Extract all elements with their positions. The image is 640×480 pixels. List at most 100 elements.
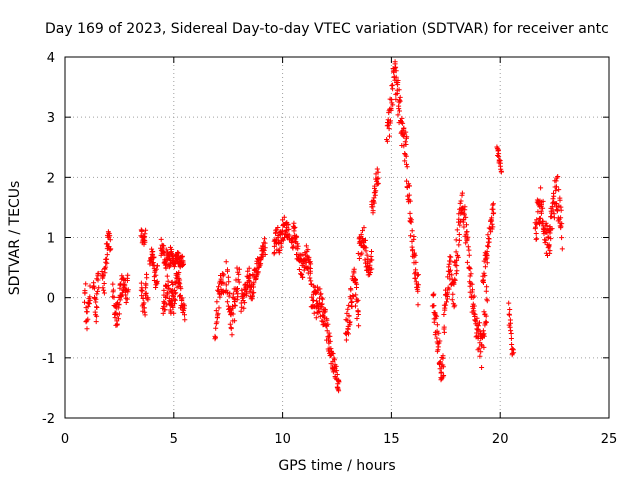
data-point [319,301,325,307]
data-point [138,280,144,286]
data-point [84,326,90,332]
data-point [290,243,296,249]
y-tick-label: 4 [47,51,55,66]
data-point [145,295,151,301]
data-point [490,206,496,212]
data-point [548,236,554,242]
data-point [351,266,357,272]
data-point [371,200,377,206]
data-point [281,214,287,220]
data-point [412,275,418,281]
x-tick-label: 5 [170,432,178,447]
data-point [87,297,93,303]
data-point [166,285,172,291]
data-point [415,302,421,308]
data-point [486,236,492,241]
data-point [449,272,455,278]
data-point [317,286,323,292]
data-point [547,250,553,256]
data-point [403,142,409,147]
data-point [243,290,249,296]
data-point [407,198,413,204]
data-point [293,233,299,239]
data-point [116,316,121,322]
data-point [431,319,437,325]
data-point [182,317,188,323]
data-point [484,298,490,304]
data-point [110,287,116,293]
data-point [554,184,559,190]
data-point [125,272,131,278]
data-point [448,267,453,273]
data-point [277,248,283,253]
data-point [327,338,333,344]
data-point [553,178,559,184]
data-point [336,388,342,394]
data-point [213,335,218,341]
data-point [107,237,113,243]
data-point [354,285,359,290]
data-point [143,281,149,287]
data-point [215,311,221,317]
data-point [387,133,392,139]
data-point [490,224,496,230]
data-point [463,214,469,220]
data-point [176,270,182,275]
data-point [507,312,512,318]
data-point [441,324,447,330]
data-point [320,312,326,318]
data-point [484,284,490,290]
data-point [299,272,305,278]
data-point [330,351,336,357]
data-point [367,262,373,268]
data-point [545,235,551,241]
data-point [307,266,313,271]
data-point [101,290,107,296]
data-point [481,344,487,350]
data-point [369,249,374,254]
data-point [141,305,147,311]
data-point [94,291,100,297]
data-point [251,290,257,296]
data-point [294,241,300,247]
data-point [546,242,552,248]
data-point [246,265,252,271]
data-point [437,338,443,344]
data-point [549,226,555,232]
data-point [484,260,490,266]
data-point [178,254,184,260]
data-point [485,244,491,250]
data-point [454,263,460,269]
data-point [84,309,90,315]
data-point [278,241,284,247]
data-point [506,300,512,306]
data-point [225,274,231,280]
data-point [83,281,89,287]
data-point [220,279,226,285]
data-point [355,312,361,317]
data-point [543,220,549,226]
data-point [334,368,340,374]
data-point [453,271,459,277]
data-point [170,253,176,259]
data-point [547,230,553,236]
data-point [332,357,337,363]
data-point [216,305,222,311]
data-point [454,227,460,233]
data-point [173,290,179,296]
data-point [458,198,464,204]
data-point [227,321,233,327]
data-point [440,364,446,370]
data-point [385,122,391,128]
data-point [327,333,333,339]
data-point [354,316,360,321]
x-tick-label: 10 [274,432,291,447]
data-point [181,308,187,314]
grid-lines [65,57,609,418]
data-point [559,246,565,252]
data-point [360,228,365,234]
data-point [537,221,542,227]
data-point [436,330,442,336]
data-point [356,323,362,329]
data-point [497,158,503,164]
